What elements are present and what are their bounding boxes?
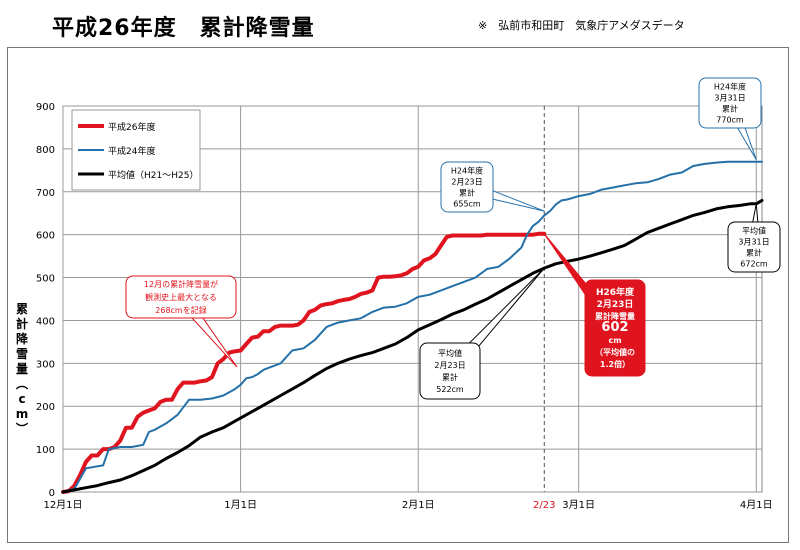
callout-text: 602: [601, 320, 628, 335]
callout-fill: [421, 344, 479, 398]
callout-text: 累計: [459, 187, 475, 197]
callout-text: 770cm: [716, 115, 744, 124]
callout-text: 2月23日: [597, 299, 634, 310]
x-tick-label: 1月1日: [224, 499, 257, 511]
callout-text: 累計: [746, 247, 762, 257]
callout-fill: [729, 223, 779, 271]
y-tick-label: 300: [36, 359, 55, 370]
callout-text: 522cm: [436, 385, 464, 394]
y-tick-label: 0: [49, 488, 55, 499]
y-axis-label: 累計降雪量 ︵ c m ︶: [15, 302, 29, 436]
callout-text: 観測史上最大となる: [145, 292, 217, 302]
callout-text: 平均値: [742, 225, 766, 235]
x-tick-label: 4月1日: [740, 499, 773, 511]
y-tick-label: 500: [36, 274, 55, 285]
callout-text: 平均値: [438, 348, 462, 358]
x-tick-label: 3月1日: [562, 499, 595, 511]
page-title: 平成26年度 累計降雪量: [52, 16, 315, 41]
callout-fill: [127, 277, 235, 317]
series-line-3: [61, 198, 764, 494]
callout-text: 累計: [442, 372, 458, 382]
callout-text: H26年度: [596, 286, 635, 298]
series-line-1: [61, 231, 547, 494]
chart-panel: [7, 47, 789, 543]
callout-text: 12月の累計降雪量が: [144, 279, 218, 289]
callout-text: 累計: [722, 103, 738, 113]
callout-text: H24年度: [451, 165, 483, 175]
callout-text: 3月31日: [738, 237, 769, 246]
y-tick-label: 100: [36, 445, 55, 456]
callout-text: 268cmを記録: [155, 305, 206, 315]
x-tick-label: 12月1日: [43, 499, 82, 511]
callout-text: 2月23日: [451, 177, 482, 186]
callout-text: H24年度: [714, 81, 746, 91]
callout-text: 1.2倍）: [600, 359, 630, 369]
callout-text: （平均値の: [595, 347, 635, 357]
callout-text: 3月31日: [714, 93, 745, 102]
y-tick-label: 200: [36, 402, 55, 413]
legend-label: 平成26年度: [108, 121, 155, 133]
callout-text: 2月23日: [434, 361, 465, 370]
callout-text: cm: [608, 336, 621, 345]
y-tick-label: 600: [36, 231, 55, 242]
callout-fill: [442, 163, 492, 211]
callout-fill: [586, 281, 644, 375]
legend-label: 平均値（H21～H25）: [108, 169, 198, 181]
x-tick-label-highlight: 2/23: [533, 500, 555, 511]
y-tick-label: 900: [36, 102, 55, 113]
series-line-2: [62, 160, 763, 493]
y-tick-label: 400: [36, 316, 55, 327]
y-tick-label: 800: [36, 145, 55, 156]
x-tick-label: 2月1日: [402, 499, 435, 511]
y-tick-label: 700: [36, 188, 55, 199]
callout-fill: [700, 79, 760, 127]
legend-label: 平成24年度: [108, 145, 155, 157]
callout-text: 655cm: [453, 199, 481, 208]
callout-text: 672cm: [740, 259, 768, 268]
data-source-note: ※ 弘前市和田町 気象庁アメダスデータ: [478, 19, 685, 32]
callout-text: 累計降雪量: [595, 311, 635, 321]
